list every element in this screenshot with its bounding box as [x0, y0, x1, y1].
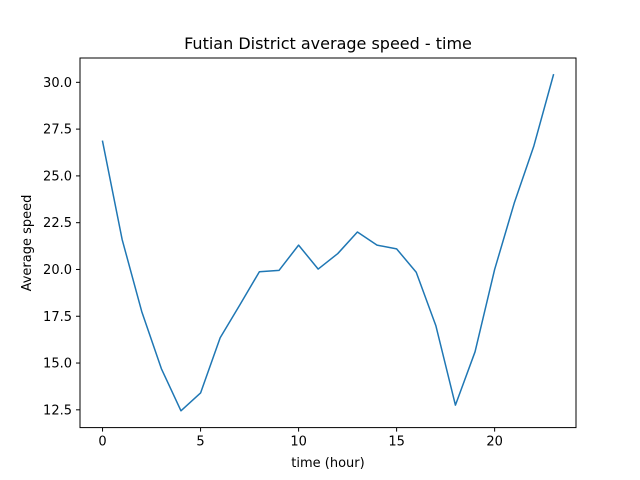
x-tick-label: 5 — [196, 435, 204, 450]
x-axis: 0 5 10 15 20 — [98, 427, 503, 450]
x-tick-label: 0 — [98, 435, 106, 450]
y-tick-label: 12.5 — [43, 403, 72, 418]
x-axis-label: time (hour) — [291, 456, 364, 471]
y-tick-label: 25.0 — [43, 169, 72, 184]
y-axis: 12.5 15.0 17.5 20.0 22.5 25.0 27.5 30.0 — [43, 76, 80, 418]
plot-area: 0 5 10 15 20 12.5 15.0 17.5 20.0 22.5 25.0 27.5 30.… — [43, 57, 577, 450]
y-axis-label: Average speed — [20, 195, 35, 292]
y-tick-label: 22.5 — [43, 216, 72, 231]
y-tick-label: 20.0 — [43, 263, 72, 278]
axes-frame — [79, 57, 577, 429]
series-line — [101, 73, 555, 412]
series-layer — [101, 73, 555, 412]
y-tick-label: 30.0 — [43, 76, 72, 91]
y-tick-label: 17.5 — [43, 310, 72, 325]
x-tick-label: 10 — [290, 435, 307, 450]
y-tick-label: 27.5 — [43, 123, 72, 138]
chart-title: Futian District average speed - time — [184, 34, 472, 53]
x-tick-label: 15 — [388, 435, 405, 450]
y-tick-label: 15.0 — [43, 357, 72, 372]
x-tick-label: 20 — [486, 435, 503, 450]
